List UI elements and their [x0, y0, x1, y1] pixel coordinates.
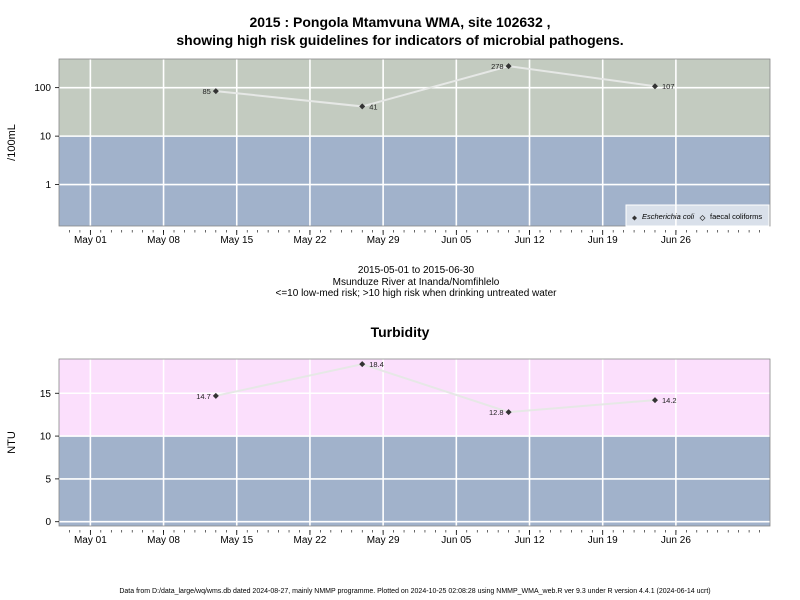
x-tick-label: Jun 05: [441, 535, 471, 546]
y-tick-label: 0: [45, 517, 51, 528]
x-tick-label: Jun 26: [661, 535, 691, 546]
data-label: 107: [662, 82, 675, 91]
legend-box: [625, 204, 770, 227]
y-tick-label: 15: [40, 389, 52, 400]
turbidity-plot-panel: 0 5 10 15 NTU May 01 May 08 May 15 May 22 May 29 J…: [6, 358, 771, 546]
caption-date-range: 2015-05-01 to 2015-06-30: [357, 265, 475, 276]
chart-title-line1: 2015 : Pongola Mtamvuna WMA, site 102632…: [249, 14, 551, 30]
y-tick-label: 5: [45, 474, 51, 485]
data-label: 85: [202, 87, 210, 96]
y-tick-label: 10: [40, 132, 52, 143]
x-tick-label: May 29: [367, 235, 400, 246]
caption-guideline: <=10 low-med risk; >10 high risk when dr…: [275, 288, 557, 299]
legend: Escherichia coli faecal coliforms: [625, 204, 770, 227]
turbidity-title: Turbidity: [370, 324, 430, 340]
data-point: [212, 392, 219, 399]
plot-frame: [58, 58, 771, 227]
legend-marker-ecoli: [632, 215, 637, 221]
legend-label-faecal: faecal coliforms: [710, 212, 762, 221]
x-tick-label: Jun 26: [661, 235, 691, 246]
x-tick-label: Jun 12: [514, 235, 544, 246]
data-point: [505, 409, 512, 416]
y-tick-label: 100: [34, 83, 51, 94]
high-risk-band: [59, 59, 770, 137]
x-tick-label: Jun 19: [588, 535, 618, 546]
high-risk-band: [59, 359, 770, 437]
x-tick-label: Jun 12: [514, 535, 544, 546]
legend-marker-faecal: [699, 215, 706, 221]
low-risk-band: [59, 436, 770, 526]
data-point: [651, 83, 658, 90]
legend-label-ecoli: Escherichia coli: [642, 212, 694, 221]
x-tick-label: May 22: [294, 235, 327, 246]
chart-title-line2: showing high risk guidelines for indicat…: [176, 32, 624, 48]
footer-note: Data from D:/data_large/wq/wms.db dated …: [119, 588, 711, 595]
data-label: 12.8: [489, 408, 504, 417]
x-tick-label: May 01: [74, 235, 107, 246]
caption-site: Msunduze River at Inanda/Nomfihlelo: [332, 277, 500, 288]
data-point: [651, 397, 658, 404]
data-point: [505, 63, 512, 70]
x-tick-label: Jun 19: [588, 235, 618, 246]
data-point: [359, 361, 366, 368]
series-line: [215, 363, 656, 414]
data-label: 14.2: [662, 396, 677, 405]
x-tick-label: May 01: [74, 535, 107, 546]
x-tick-label: May 08: [147, 535, 180, 546]
x-tick-label: Jun 05: [441, 235, 471, 246]
y-axis-label: /100mL: [6, 124, 18, 161]
x-tick-label: May 29: [367, 535, 400, 546]
x-tick-label: May 15: [220, 535, 253, 546]
data-label: 278: [491, 62, 504, 71]
x-tick-label: May 08: [147, 235, 180, 246]
data-label: 18.4: [369, 360, 384, 369]
y-tick-label: 1: [45, 180, 51, 191]
series-line: [215, 65, 656, 108]
data-label: 41: [369, 102, 377, 111]
plot-frame: [58, 358, 771, 527]
data-label: 14.7: [196, 392, 211, 401]
y-tick-label: 10: [40, 432, 52, 443]
x-tick-label: May 15: [220, 235, 253, 246]
x-tick-label: May 22: [294, 535, 327, 546]
data-point: [359, 103, 366, 110]
data-point: [212, 88, 219, 95]
y-axis-label: NTU: [6, 431, 18, 454]
